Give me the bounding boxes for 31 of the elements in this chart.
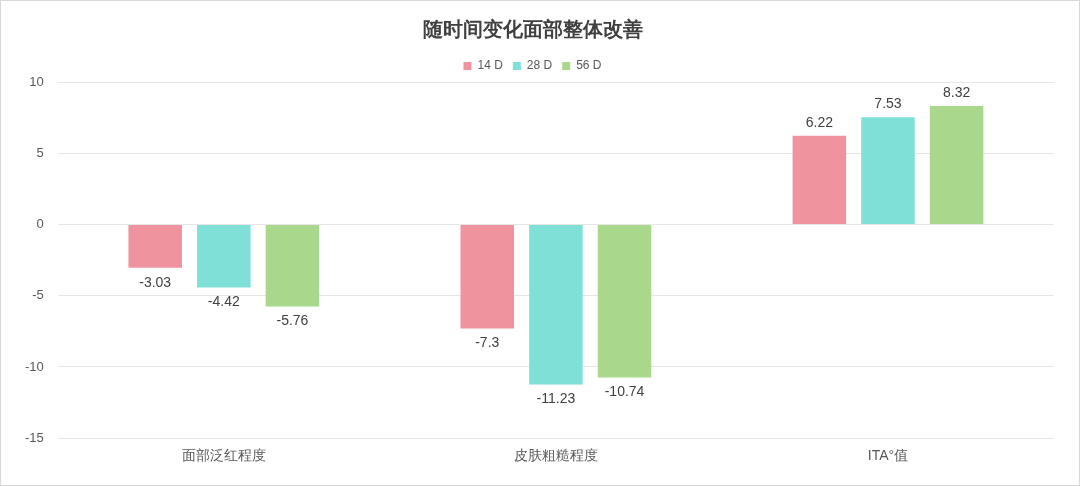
bar [265,224,320,307]
bar [929,105,984,224]
data-label: 8.32 [942,83,971,100]
x-tick-label: ITA°值 [867,447,909,464]
legend-label: 56 D [576,58,602,73]
bar [792,135,847,224]
bar [529,224,583,385]
x-tick-label: 皮肤粗糙程度 [513,447,598,464]
chart-title: 随时间变化面部整体改善 [422,17,643,40]
bar [460,224,515,329]
y-tick-label: 5 [36,144,44,160]
y-tick-label: -5 [32,287,44,303]
legend-label: 28 D [526,58,553,73]
data-label: -11.23 [536,390,576,407]
data-label: -7.3 [475,334,500,351]
data-label: -10.74 [604,383,645,400]
y-tick-label: -10 [24,358,44,374]
data-label: -5.76 [276,312,309,329]
data-label: -4.42 [207,293,240,310]
bar [197,224,251,288]
y-tick-label: 10 [29,73,44,89]
bar [861,117,915,224]
x-tick-label: 面部泛红程度 [181,447,266,464]
legend-label: 14 D [477,58,504,73]
data-label: -3.03 [139,273,172,290]
bar [128,224,182,268]
y-tick-label: 0 [36,216,44,232]
data-label: 6.22 [805,113,834,130]
data-label: 7.53 [874,95,902,112]
y-tick-label: -15 [24,429,44,445]
bar [597,224,652,378]
